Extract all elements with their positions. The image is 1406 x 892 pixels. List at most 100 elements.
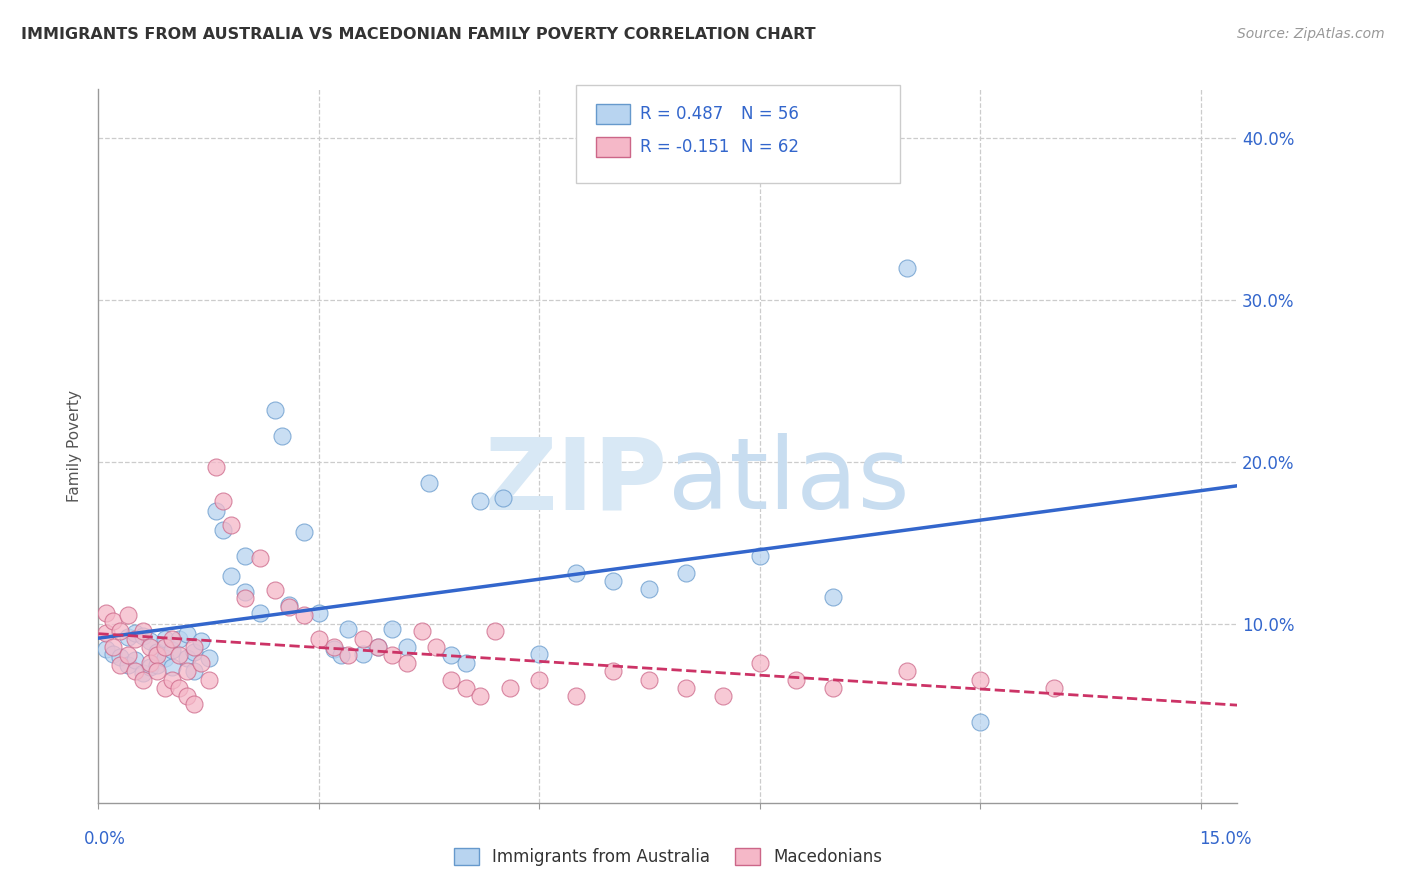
Text: R = 0.487: R = 0.487	[640, 105, 723, 123]
Point	[235, 591, 257, 606]
Point	[823, 590, 845, 604]
Point	[176, 689, 198, 703]
Point	[395, 657, 418, 671]
Point	[249, 550, 271, 565]
Text: R = -0.151: R = -0.151	[640, 138, 730, 156]
Point	[292, 524, 315, 539]
Point	[484, 624, 506, 638]
Point	[117, 631, 139, 645]
Text: N = 62: N = 62	[741, 138, 799, 156]
Point	[711, 689, 734, 703]
Point	[748, 657, 770, 671]
Point	[249, 606, 271, 620]
Point	[675, 681, 697, 695]
Point	[602, 665, 624, 679]
Point	[292, 607, 315, 622]
Point	[153, 681, 176, 695]
Point	[190, 657, 212, 671]
Point	[263, 583, 285, 598]
Point	[785, 673, 807, 687]
Point	[167, 632, 190, 646]
Point	[160, 643, 183, 657]
Point	[176, 665, 198, 679]
Point	[131, 666, 153, 681]
Point	[139, 633, 162, 648]
Point	[131, 629, 153, 643]
Point	[352, 647, 374, 661]
Point	[896, 665, 918, 679]
Point	[675, 566, 697, 580]
Point	[139, 657, 162, 671]
Point	[146, 665, 169, 679]
Point	[1042, 681, 1064, 695]
Point	[308, 632, 330, 646]
Point	[197, 651, 219, 665]
Point	[205, 460, 228, 475]
Point	[271, 429, 294, 443]
Point	[565, 566, 588, 580]
Point	[212, 494, 235, 508]
Point	[176, 651, 198, 665]
Point	[263, 403, 285, 417]
Point	[896, 260, 918, 275]
Point	[823, 681, 845, 695]
Point	[124, 665, 146, 679]
Point	[124, 653, 146, 667]
Point	[101, 614, 124, 628]
Point	[969, 673, 991, 687]
Point	[367, 640, 389, 654]
Y-axis label: Family Poverty: Family Poverty	[67, 390, 83, 502]
Point	[160, 632, 183, 646]
Point	[418, 476, 440, 491]
Text: 15.0%: 15.0%	[1199, 830, 1251, 847]
Point	[101, 647, 124, 661]
Point	[425, 640, 447, 654]
Point	[110, 657, 132, 672]
Point	[470, 494, 492, 508]
Point	[529, 673, 551, 687]
Point	[322, 641, 344, 656]
Point	[219, 518, 242, 533]
Point	[212, 524, 235, 538]
Point	[197, 673, 219, 687]
Text: IMMIGRANTS FROM AUSTRALIA VS MACEDONIAN FAMILY POVERTY CORRELATION CHART: IMMIGRANTS FROM AUSTRALIA VS MACEDONIAN …	[21, 27, 815, 42]
Point	[183, 697, 205, 711]
Point	[529, 647, 551, 661]
Point	[183, 640, 205, 654]
Point	[491, 491, 513, 505]
Point	[131, 673, 153, 687]
Text: atlas: atlas	[668, 434, 910, 530]
Point	[124, 632, 146, 646]
Point	[160, 659, 183, 673]
Point	[235, 585, 257, 599]
Text: 0.0%: 0.0%	[84, 830, 127, 847]
Point	[337, 648, 360, 663]
Point	[381, 622, 404, 636]
Point	[337, 622, 360, 636]
Point	[367, 640, 389, 654]
Point	[454, 657, 477, 671]
Point	[329, 648, 352, 663]
Point	[110, 624, 132, 638]
Point	[638, 673, 661, 687]
Point	[440, 648, 463, 663]
Point	[146, 648, 169, 663]
Point	[219, 568, 242, 582]
Point	[183, 645, 205, 659]
Point	[139, 640, 162, 654]
Point	[602, 574, 624, 588]
Point	[395, 640, 418, 654]
Point	[131, 624, 153, 638]
Point	[322, 640, 344, 654]
Point	[278, 598, 301, 612]
Point	[153, 640, 176, 654]
Point	[969, 714, 991, 729]
Point	[176, 627, 198, 641]
Point	[411, 624, 433, 638]
Point	[124, 625, 146, 640]
Point	[167, 681, 190, 695]
Point	[153, 632, 176, 646]
Point	[235, 549, 257, 564]
Point	[146, 657, 169, 672]
Point	[183, 665, 205, 679]
